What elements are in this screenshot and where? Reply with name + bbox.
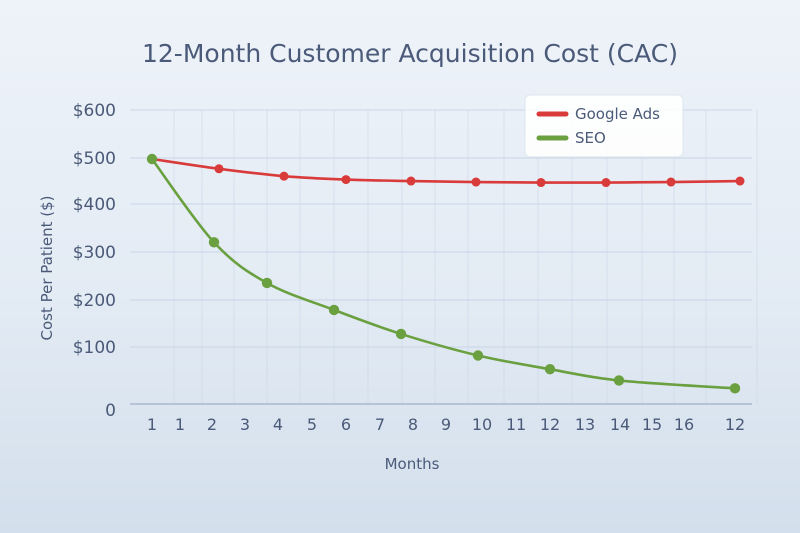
y-tick-labels: $600 $500 $400 $300 $200 $100 0 [73,101,116,421]
x-tick-labels: 1 1 2 3 4 5 6 7 8 9 10 11 12 13 14 15 16 12 [147,415,745,434]
data-point-google-ads [471,177,481,187]
y-tick-label: $500 [73,149,116,169]
x-tick-label: 11 [506,415,526,434]
data-point-seo [395,328,407,340]
x-tick-label: 1 [175,415,185,434]
data-point-google-ads [406,176,416,186]
y-tick-label: 0 [105,401,116,421]
legend-label-seo: SEO [575,129,606,147]
x-tick-label: 5 [307,415,317,434]
data-point-seo [544,364,556,375]
x-tick-label: 16 [674,415,694,434]
data-point-google-ads [735,176,745,186]
data-point-seo [261,277,273,289]
data-point-seo [613,375,625,386]
y-tick-label: $200 [73,291,116,311]
series-line-google-ads [150,157,742,184]
series-lines [146,153,745,394]
x-tick-label: 10 [472,415,492,434]
data-point-google-ads [341,175,351,185]
x-tick-label: 9 [441,415,451,434]
x-tick-label: 13 [575,415,595,434]
series-line-seo [150,157,737,390]
x-tick-label: 3 [240,415,250,434]
y-tick-label: $400 [73,195,116,215]
legend: Google Ads SEO [524,94,684,158]
y-tick-label: $600 [73,101,116,121]
x-tick-label: 4 [273,415,283,434]
data-point-google-ads [601,178,611,188]
x-tick-label: 14 [610,415,630,434]
chart-title: 12-Month Customer Acquisition Cost (CAC) [142,39,678,68]
data-point-google-ads [536,178,546,188]
data-point-seo [146,153,158,165]
x-axis-label: Months [385,455,440,473]
data-point-seo [729,383,741,394]
data-point-seo [472,350,484,361]
y-tick-label: $100 [73,338,116,358]
x-tick-label: 12 [540,415,560,434]
legend-box [524,94,684,158]
y-tick-label: $300 [73,243,116,263]
data-point-google-ads [666,177,676,187]
x-tick-label: 6 [341,415,351,434]
x-tick-label: 8 [408,415,418,434]
x-tick-label: 15 [642,415,662,434]
x-tick-label: 12 [725,415,745,434]
data-point-google-ads [214,164,224,174]
data-point-seo [328,304,340,316]
x-tick-label: 7 [375,415,385,434]
x-tick-label: 2 [207,415,217,434]
data-point-google-ads [279,171,289,181]
data-point-seo [208,237,220,248]
x-tick-label: 1 [147,415,157,434]
legend-label-google-ads: Google Ads [575,105,660,123]
y-axis-label: Cost Per Patient ($) [38,195,56,340]
